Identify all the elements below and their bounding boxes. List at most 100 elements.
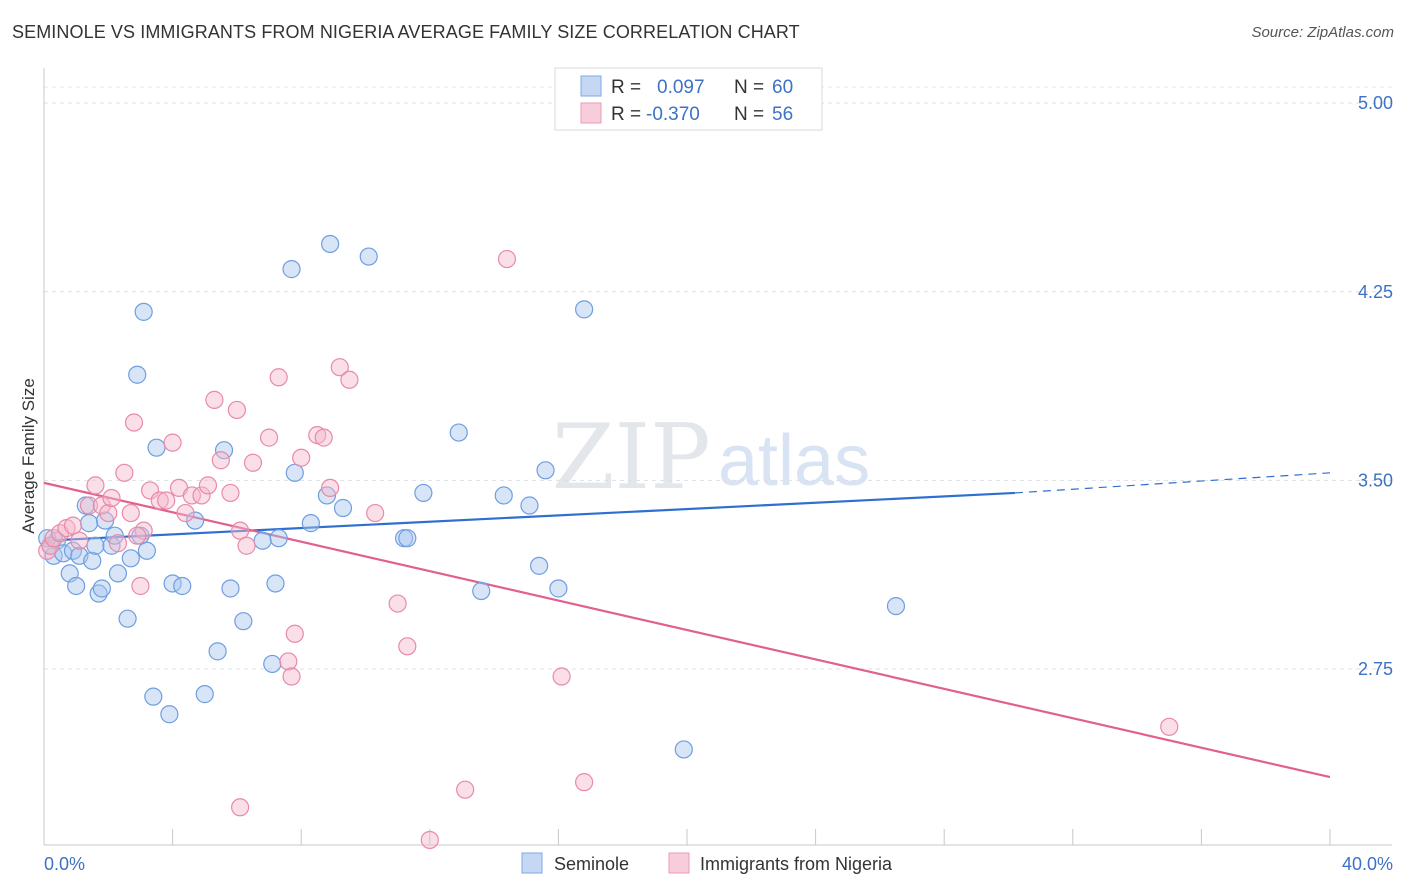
y-tick-label: 2.75 (1358, 659, 1393, 679)
point-seminole (266, 574, 285, 593)
point-nigeria (157, 491, 176, 510)
point-nigeria (211, 451, 230, 470)
point-nigeria (340, 370, 359, 389)
point-nigeria (575, 773, 594, 792)
series-legend-swatch-seminole (521, 852, 543, 874)
point-nigeria (124, 413, 144, 432)
legend-r-label-1: R = (611, 77, 641, 98)
point-seminole (195, 685, 214, 704)
point-seminole (449, 423, 468, 442)
trend-line-seminole-extension (1014, 472, 1331, 494)
point-seminole (301, 514, 320, 533)
point-nigeria (121, 503, 140, 523)
point-seminole (494, 486, 513, 505)
point-seminole (144, 687, 163, 706)
gridlines (44, 86, 1392, 670)
point-nigeria (205, 390, 224, 409)
point-seminole (536, 461, 555, 480)
point-seminole (118, 609, 137, 628)
x-tick-label: 0.0% (44, 854, 85, 874)
correlation-legend: R = 0.097 N = 60 R = -0.370 N = 56 (554, 67, 823, 131)
y-tick-labels: 2.75 3.50 4.25 5.00 (1358, 93, 1393, 679)
point-nigeria (131, 576, 150, 596)
trend-lines (43, 472, 1331, 779)
point-seminole (285, 463, 304, 482)
point-nigeria (227, 400, 246, 420)
x-tick-labels: 0.0% 40.0% (44, 854, 1393, 874)
point-seminole (147, 438, 166, 457)
point-nigeria (552, 667, 571, 686)
y-tick-label: 5.00 (1358, 93, 1393, 113)
point-seminole (234, 612, 253, 631)
point-seminole (269, 529, 288, 548)
point-seminole (472, 581, 491, 601)
point-nigeria (388, 594, 407, 613)
point-seminole (520, 496, 539, 515)
point-seminole (83, 551, 102, 570)
point-seminole (214, 441, 234, 460)
point-seminole (121, 549, 140, 568)
point-nigeria (269, 368, 288, 387)
point-nigeria (420, 830, 439, 850)
point-seminole (79, 514, 99, 533)
series-legend-label-nigeria: Immigrants from Nigeria (700, 854, 893, 874)
point-seminole (886, 596, 906, 616)
point-seminole (414, 483, 433, 503)
point-nigeria (285, 624, 304, 643)
point-nigeria (279, 652, 298, 671)
legend-r-value-2: -0.370 (646, 104, 700, 125)
point-seminole (173, 576, 192, 596)
point-nigeria (497, 249, 517, 269)
point-seminole (333, 498, 353, 518)
point-nigeria (163, 433, 182, 452)
legend-n-value-2: 56 (772, 104, 793, 125)
point-nigeria (86, 476, 105, 495)
point-seminole (134, 302, 153, 321)
point-nigeria (1160, 717, 1179, 736)
point-nigeria (99, 503, 118, 523)
source-credit: Source: ZipAtlas.com (1251, 24, 1394, 41)
watermark-atlas: atlas (718, 421, 870, 501)
point-seminole (221, 579, 240, 598)
point-seminole (549, 579, 568, 598)
watermark-zip: ZIP (552, 405, 711, 510)
point-seminole (89, 584, 108, 603)
point-nigeria (456, 780, 475, 799)
x-tick-label: 40.0% (1342, 854, 1393, 874)
trend-line-seminole (43, 491, 1015, 542)
series-legend: Seminole Immigrants from Nigeria (521, 852, 893, 874)
point-nigeria (79, 496, 99, 515)
point-nigeria (63, 516, 83, 535)
point-seminole (263, 654, 282, 674)
point-seminole (92, 579, 111, 598)
series-legend-swatch-nigeria (668, 852, 690, 874)
legend-n-label-1: N = (734, 77, 764, 98)
point-nigeria (70, 531, 89, 550)
point-nigeria (108, 534, 128, 553)
point-nigeria (366, 503, 385, 523)
point-nigeria (221, 483, 240, 503)
point-seminole (160, 705, 179, 724)
legend-swatch-seminole (580, 75, 602, 97)
point-seminole (253, 531, 272, 550)
point-seminole (137, 541, 156, 560)
point-seminole (282, 260, 301, 279)
point-seminole (208, 642, 227, 661)
point-nigeria (176, 503, 195, 523)
point-seminole (67, 576, 86, 596)
point-nigeria (282, 667, 301, 686)
axes (43, 68, 1392, 846)
point-nigeria (115, 463, 134, 482)
point-seminole (530, 556, 549, 575)
data-points (38, 234, 1179, 850)
point-seminole (128, 365, 147, 384)
y-tick-label: 3.50 (1358, 470, 1393, 490)
point-nigeria (198, 476, 218, 495)
point-nigeria (321, 478, 340, 498)
point-nigeria (314, 428, 333, 447)
chart-title: SEMINOLE VS IMMIGRANTS FROM NIGERIA AVER… (12, 22, 800, 42)
point-nigeria (102, 488, 121, 508)
point-nigeria (182, 486, 201, 505)
legend-n-label-2: N = (734, 104, 764, 125)
